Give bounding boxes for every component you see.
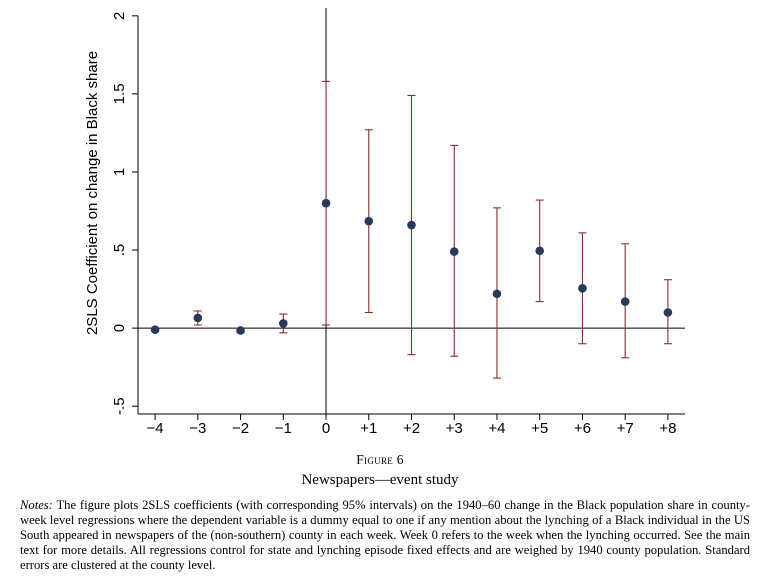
x-tick-label: +8 <box>659 420 676 437</box>
coefficient-points <box>150 198 673 335</box>
coefficient-point <box>321 198 331 208</box>
axes <box>132 8 685 420</box>
figure-title: Newspapers—event study <box>301 472 459 488</box>
coefficient-point <box>407 220 416 230</box>
coefficient-point <box>620 297 630 306</box>
x-tick-label: −1 <box>275 420 292 437</box>
event-study-chart: -.5 0 .5 1 1.5 2 −4 −3 −2 −1 0 +1 +2 +3 +4 +5 +6 +7 +8 2SLS… <box>84 8 685 437</box>
x-tick-label: +7 <box>617 420 634 437</box>
figure-label: Figure 6 <box>0 452 760 468</box>
y-tick-label: 1 <box>111 168 128 176</box>
x-tick-label: −3 <box>189 420 206 437</box>
figure-label-text: Figure 6 <box>356 452 404 467</box>
coefficient-point <box>278 319 288 328</box>
y-tick-label: 2 <box>111 12 128 20</box>
notes-text: The figure plots 2SLS coefficients (with… <box>20 498 750 572</box>
x-tick-label: +1 <box>360 420 377 437</box>
x-tick-label: +6 <box>574 420 591 437</box>
coefficient-point <box>663 308 673 317</box>
y-tick-label: 0 <box>111 324 128 332</box>
coefficient-point <box>193 313 203 323</box>
coefficient-point <box>535 246 545 256</box>
coefficient-point <box>578 283 587 293</box>
tick-labels: -.5 0 .5 1 1.5 2 −4 −3 −2 −1 0 +1 +2 +3 +4 +5 +6 +7 +8 2SLS… <box>84 12 676 437</box>
coefficient-point <box>236 326 245 335</box>
x-tick-label: +3 <box>446 420 463 437</box>
notes-label: Notes: <box>20 498 53 512</box>
y-tick-label: 1.5 <box>111 83 128 104</box>
confidence-intervals <box>151 80 672 379</box>
x-tick-label: +2 <box>403 420 420 437</box>
x-tick-label: −2 <box>232 420 249 437</box>
x-tick-label: +5 <box>531 420 548 437</box>
y-tick-label: .5 <box>111 244 128 257</box>
y-axis-title: 2SLS Coefficient on change in Black shar… <box>84 51 101 335</box>
y-tick-label: -.5 <box>111 397 128 415</box>
x-tick-label: 0 <box>322 420 330 437</box>
coefficient-point <box>364 216 374 226</box>
coefficient-point <box>449 247 459 256</box>
figure-notes: Notes: The figure plots 2SLS coefficient… <box>20 498 750 573</box>
coefficient-point <box>150 325 160 334</box>
x-tick-label: +4 <box>488 420 505 437</box>
coefficient-point <box>492 289 502 299</box>
x-tick-label: −4 <box>147 420 164 437</box>
